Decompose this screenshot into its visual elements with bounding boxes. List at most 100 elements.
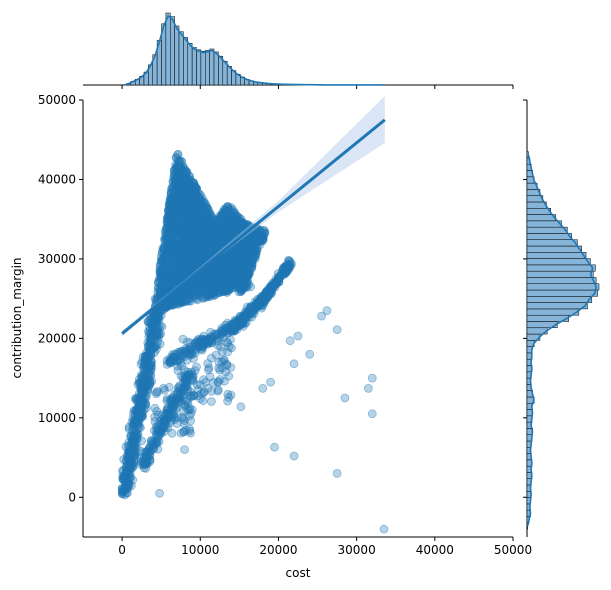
- scatter-point: [136, 409, 146, 419]
- scatter-point: [162, 229, 172, 239]
- scatter-point: [182, 253, 192, 263]
- scatter-point: [210, 240, 220, 250]
- scatter-point: [195, 251, 205, 261]
- scatter-point: [183, 248, 193, 258]
- scatter-point: [183, 224, 192, 234]
- scatter-point: [138, 379, 148, 389]
- scatter-point: [164, 211, 174, 221]
- scatter-point: [201, 269, 211, 279]
- scatter-point: [180, 184, 190, 194]
- scatter-point: [208, 232, 218, 242]
- scatter-point: [160, 256, 170, 265]
- scatter-point: [180, 245, 190, 255]
- scatter-point: [178, 162, 188, 172]
- scatter-point: [199, 214, 209, 224]
- scatter-point: [226, 256, 236, 266]
- scatter-point: [222, 284, 232, 293]
- scatter-point: [199, 217, 209, 226]
- scatter-point: [181, 243, 191, 253]
- scatter-point: [198, 227, 208, 237]
- scatter-point: [176, 188, 186, 197]
- scatter-point: [186, 220, 196, 230]
- scatter-point: [193, 194, 203, 204]
- scatter-point: [182, 179, 192, 189]
- scatter-point: [227, 254, 236, 264]
- scatter-point: [201, 210, 211, 220]
- scatter-point: [199, 278, 209, 288]
- marginal-y-bar: [526, 258, 591, 266]
- scatter-point: [186, 237, 195, 247]
- scatter-point: [197, 202, 207, 212]
- scatter-point: [222, 250, 232, 259]
- scatter-point: [183, 220, 193, 230]
- scatter-point: [201, 222, 211, 232]
- scatter-point: [160, 250, 170, 260]
- scatter-point: [202, 219, 212, 229]
- scatter-point: [200, 242, 210, 252]
- scatter-point: [209, 217, 219, 227]
- scatter-point: [162, 234, 172, 243]
- scatter-point: [134, 419, 144, 428]
- scatter-point: [174, 213, 184, 223]
- scatter-point: [184, 203, 194, 212]
- marginal-y-bar: [526, 283, 600, 291]
- marginal-y-bar: [526, 296, 593, 303]
- scatter-point: [195, 215, 205, 225]
- scatter-point: [170, 173, 180, 183]
- scatter-point: [188, 225, 198, 235]
- scatter-point: [191, 278, 201, 288]
- scatter-point: [191, 282, 201, 292]
- marginal-y-bar: [526, 270, 594, 278]
- scatter-point: [186, 242, 196, 252]
- scatter-point: [179, 230, 189, 240]
- scatter-point: [177, 243, 187, 253]
- scatter-point: [195, 214, 205, 224]
- scatter-point: [152, 341, 162, 351]
- scatter-point: [204, 288, 214, 298]
- scatter-point: [146, 364, 156, 374]
- scatter-point: [224, 263, 234, 273]
- scatter-point: [174, 243, 183, 253]
- scatter-point: [158, 283, 168, 293]
- scatter-point: [172, 191, 182, 201]
- scatter-point: [225, 256, 235, 266]
- scatter-point: [174, 216, 184, 226]
- scatter-point: [184, 177, 194, 187]
- scatter-point: [141, 393, 150, 403]
- scatter-point: [221, 262, 231, 272]
- scatter-point: [225, 268, 235, 278]
- scatter-point: [188, 253, 198, 263]
- scatter-point: [182, 201, 192, 210]
- scatter-point: [160, 260, 170, 270]
- scatter-point: [185, 282, 195, 292]
- scatter-point: [159, 272, 169, 282]
- scatter-point: [162, 246, 172, 256]
- scatter-point: [198, 278, 208, 288]
- scatter-point: [193, 232, 203, 242]
- scatter-point: [157, 287, 167, 297]
- scatter-point: [218, 286, 227, 295]
- scatter-point: [157, 272, 167, 282]
- scatter-point: [226, 266, 236, 276]
- scatter-point: [205, 232, 215, 242]
- scatter-point: [177, 243, 187, 253]
- scatter-point: [167, 247, 177, 257]
- scatter-point: [185, 183, 195, 193]
- scatter-point: [224, 270, 234, 280]
- scatter-point: [180, 214, 190, 224]
- scatter-point: [202, 292, 212, 302]
- scatter-point: [155, 321, 165, 331]
- scatter-point: [193, 230, 203, 240]
- scatter-point: [201, 246, 211, 256]
- scatter-point: [216, 241, 225, 251]
- scatter-point: [189, 206, 199, 216]
- scatter-point: [207, 269, 217, 279]
- scatter-point: [158, 243, 168, 253]
- scatter-point: [223, 273, 232, 283]
- scatter-point: [164, 204, 174, 214]
- scatter-point: [175, 265, 185, 275]
- scatter-point: [166, 277, 176, 287]
- scatter-point: [179, 209, 189, 219]
- scatter-point: [166, 198, 176, 208]
